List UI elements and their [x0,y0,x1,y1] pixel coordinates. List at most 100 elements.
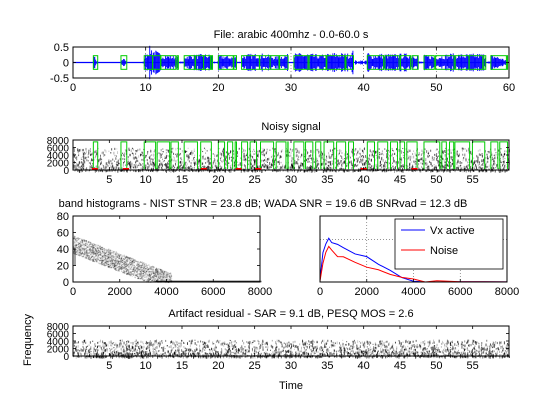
spectrogram-pixel [337,163,339,165]
spectrogram-pixel [105,163,107,166]
density-pixel [131,261,133,263]
spectrogram-pixel [297,149,299,153]
density-pixel [140,261,142,264]
density-pixel [121,254,123,256]
density-pixel [133,261,135,263]
spectrogram-pixel [98,164,100,168]
density-pixel [126,260,128,262]
spectrogram-pixel [103,168,105,171]
density-pixel [93,252,95,254]
density-pixel [140,270,142,272]
density-pixel [83,253,85,255]
density-pixel [115,267,117,269]
spectrogram-pixel [353,152,355,156]
spectrogram-pixel [168,160,170,163]
density-pixel [93,245,95,247]
density-pixel [73,251,75,253]
spectrogram-pixel [136,159,138,162]
spectrogram-pixel [305,167,307,170]
density-pixel [123,270,125,272]
density-pixel [106,257,108,259]
spectrogram-pixel [101,151,103,155]
spectrogram-pixel [503,166,505,168]
spectrogram-pixel [474,160,476,162]
spectrogram-pixel [192,152,194,155]
vad-segment [92,55,99,70]
spectrogram-pixel [263,162,265,165]
density-pixel [84,253,86,255]
density-pixel [80,250,82,252]
density-pixel [78,238,80,240]
spectrogram-pixel [344,157,346,160]
density-pixel [109,253,112,255]
spectrogram-pixel [442,150,444,153]
spectrogram-pixel [471,167,473,171]
spectrogram-pixel [438,169,440,173]
spectrogram-pixel [370,165,372,168]
spectrogram-pixel [391,147,393,150]
density-pixel [118,260,120,262]
spectrogram-pixel [310,167,312,171]
density-pixel [123,255,125,257]
spectrogram-pixel [126,163,128,166]
spectrogram-pixel [122,167,124,169]
spectrogram-pixel [144,160,146,162]
spectrogram-pixel [448,161,450,164]
spectrogram-pixel [420,157,422,161]
spectrogram-pixel [274,147,276,151]
density-pixel [140,268,142,270]
density-pixel [124,263,126,265]
density-pixel [107,253,110,256]
density-pixel [136,271,139,273]
spectrogram-pixel [392,153,394,155]
spectrogram-pixel [388,157,390,160]
x-tick-label: 55 [467,174,479,186]
spectrogram-pixel [463,165,465,169]
spectrogram-pixel [229,168,231,171]
spectrogram-pixel [88,149,90,152]
spectrogram-pixel [296,154,298,157]
spectrogram-pixel [212,169,214,172]
density-pixel [167,275,169,277]
density-pixel [89,245,91,248]
density-pixel [79,243,81,245]
spectrogram-pixel [193,148,195,151]
spectrogram-pixel [277,168,279,170]
spectrogram-pixel [421,157,423,161]
density-pixel [82,244,85,246]
density-pixel [85,241,87,243]
spectrogram-pixel [275,168,277,171]
density-pixel [135,274,138,277]
spectrogram-pixel [357,163,359,166]
spectrogram-pixel [155,167,157,171]
density-pixel [94,251,96,254]
density-pixel [141,276,143,278]
density-pixel [161,271,163,273]
density-pixel [139,267,141,269]
spectrogram-pixel [282,169,284,172]
density-pixel [109,267,111,269]
spectrogram-pixel [321,156,323,160]
density-pixel [105,248,107,250]
spectrogram-pixel [273,159,275,161]
spectrogram-pixel [222,149,224,152]
spectrogram-pixel [104,149,106,152]
spectrogram-pixel [147,168,149,170]
density-pixel [87,253,89,256]
spectrogram-pixel [291,159,293,163]
spectrogram-pixel [172,169,174,172]
spectrogram-pixel [95,154,97,158]
density-pixel [85,256,88,258]
spectrogram-pixel [374,158,376,162]
spectrogram-pixel [265,157,267,159]
density-pixel [139,274,141,276]
spectrogram-pixel [201,166,203,169]
spectrogram-pixel [202,169,204,172]
density-pixel [142,264,145,266]
density-pixel [89,258,91,260]
spectrogram-pixel [464,168,466,170]
density-pixel [158,276,160,279]
density-pixel [133,274,135,276]
density-pixel [101,261,103,263]
spectrogram-pixel [272,161,274,163]
